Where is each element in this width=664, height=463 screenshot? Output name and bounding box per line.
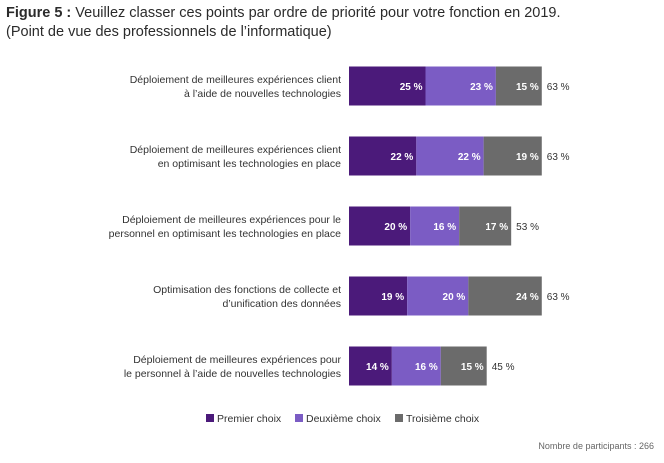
bar-value-label: 22 % [458,152,481,163]
bar-value-label: 16 % [433,222,456,233]
bar-value-label: 20 % [443,292,466,303]
bar-segment [416,136,484,176]
bar-segment [459,206,512,246]
participants-note: Nombre de participants : 266 [538,441,654,451]
bar-value-label: 25 % [400,82,423,93]
category-label: Déploiement de meilleures expériences po… [124,354,342,380]
bar-segment [495,66,542,106]
category-label-line: Déploiement de meilleures expériences po… [122,214,341,226]
chart-title: Figure 5 : Veuillez classer ces points p… [6,4,561,42]
bar-value-label: 19 % [516,152,539,163]
bar-value-label: 24 % [516,292,539,303]
category-label-line: personnel en optimisant les technologies… [109,228,341,240]
category-label-line: Déploiement de meilleures expériences po… [133,354,341,366]
total-value-label: 45 % [492,362,515,373]
bar-segment [349,136,417,176]
bar-segment [468,276,542,316]
legend-label: Deuxième choix [306,413,381,425]
bar-segment [440,346,487,386]
bar-segment [391,346,441,386]
title-text: Veuillez classer ces points par ordre de… [71,5,561,21]
category-label: Déploiement de meilleures expériences cl… [130,144,341,170]
bar-segment [407,276,469,316]
category-label-line: Déploiement de meilleures expériences cl… [130,144,341,156]
bar-segment [349,346,392,386]
bar-value-label: 15 % [461,362,484,373]
bar-value-label: 16 % [415,362,438,373]
bar-segment [410,206,460,246]
category-label: Optimisation des fonctions de collecte e… [153,284,341,310]
bar-value-label: 23 % [470,82,493,93]
category-label-line: le personnel à l’aide de nouvelles techn… [124,368,341,380]
category-label-line: Optimisation des fonctions de collecte e… [153,284,341,296]
total-value-label: 63 % [547,82,570,93]
category-label-line: d’unification des données [222,298,341,310]
bar-value-label: 20 % [384,222,407,233]
category-label: Déploiement de meilleures expériences cl… [130,74,341,100]
legend-label: Premier choix [217,413,282,425]
category-label-line: en optimisant les technologies en place [158,158,341,170]
bar-value-label: 17 % [485,222,508,233]
chart-subtitle: (Point de vue des professionnels de l’in… [6,24,332,40]
bar-segment [349,206,411,246]
category-label-line: Déploiement de meilleures expériences cl… [130,74,341,86]
total-value-label: 63 % [547,152,570,163]
bar-segment [349,276,408,316]
bar-value-label: 19 % [381,292,404,303]
bar-value-label: 15 % [516,82,539,93]
bar-value-label: 14 % [366,362,389,373]
bar-segment [349,66,426,106]
bar-segment [483,136,542,176]
bar-value-label: 22 % [391,152,414,163]
total-value-label: 63 % [547,292,570,303]
legend-swatch [295,414,303,422]
category-label: Déploiement de meilleures expériences po… [109,214,341,240]
category-label-line: à l’aide de nouvelles technologies [184,88,341,100]
total-value-label: 53 % [516,222,539,233]
legend-label: Troisième choix [406,413,480,425]
bar-segment [425,66,496,106]
legend-swatch [206,414,214,422]
figure-label: Figure 5 : [6,5,72,21]
legend-swatch [395,414,403,422]
